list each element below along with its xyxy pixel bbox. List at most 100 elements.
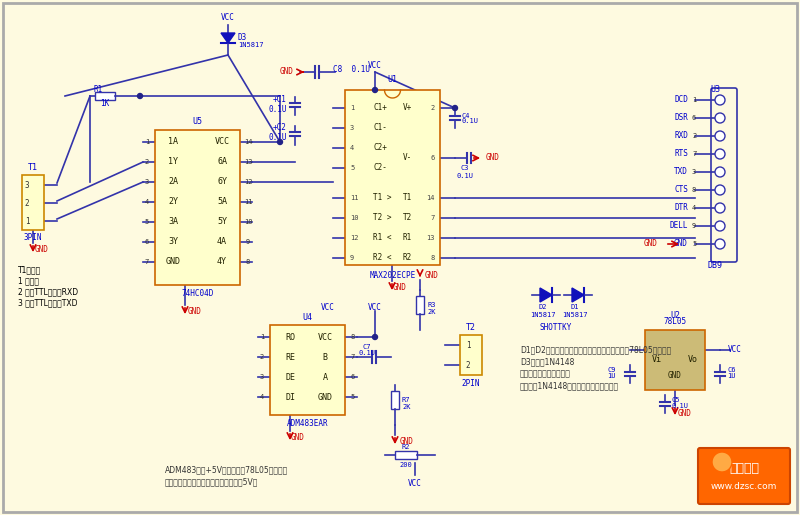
Circle shape (453, 106, 458, 111)
Text: T1: T1 (28, 163, 38, 171)
Polygon shape (221, 33, 235, 43)
Circle shape (715, 131, 725, 141)
Text: 2 连接TTL电平的RXD: 2 连接TTL电平的RXD (18, 287, 78, 296)
Text: 6: 6 (692, 115, 696, 121)
Text: 6: 6 (351, 374, 355, 380)
Circle shape (715, 239, 725, 249)
Text: VCC: VCC (221, 12, 235, 22)
Text: D1、D2最好用肖特基二极管，压降小，可以保证78L05的输出。: D1、D2最好用肖特基二极管，压降小，可以保证78L05的输出。 (520, 345, 671, 354)
Text: 5Y: 5Y (217, 217, 227, 227)
Text: GND: GND (678, 408, 692, 418)
Text: 1 连接地: 1 连接地 (18, 276, 39, 285)
Text: 12: 12 (350, 235, 358, 241)
Text: 2: 2 (692, 133, 696, 139)
Bar (416, 296, 424, 314)
Text: RO: RO (285, 333, 295, 341)
Text: 3: 3 (692, 169, 696, 175)
Text: DSR: DSR (674, 113, 688, 123)
Bar (395, 451, 417, 459)
Text: ADM483EAR: ADM483EAR (286, 419, 328, 427)
FancyBboxPatch shape (345, 90, 440, 265)
Text: 2K: 2K (402, 404, 410, 410)
Text: 3: 3 (25, 180, 30, 190)
Text: 1: 1 (692, 97, 696, 103)
Text: 1N5817: 1N5817 (238, 42, 263, 48)
Bar (95, 92, 115, 100)
Text: VCC: VCC (728, 346, 742, 354)
Circle shape (373, 335, 378, 339)
Text: T2: T2 (466, 322, 476, 332)
Text: 6Y: 6Y (217, 178, 227, 186)
FancyBboxPatch shape (22, 175, 44, 230)
Text: 74HC04D: 74HC04D (182, 288, 214, 298)
Text: 1N5817: 1N5817 (530, 312, 556, 318)
Text: GND: GND (318, 392, 333, 402)
Text: 3Y: 3Y (168, 237, 178, 247)
Text: 9: 9 (350, 255, 354, 261)
Circle shape (715, 221, 725, 231)
Text: U5: U5 (193, 117, 202, 127)
Text: 11: 11 (244, 199, 252, 205)
Text: C2+: C2+ (373, 144, 387, 152)
Text: 4: 4 (145, 199, 149, 205)
FancyBboxPatch shape (698, 448, 790, 504)
Text: 5: 5 (145, 219, 149, 225)
Text: U4: U4 (302, 313, 313, 321)
Text: R7: R7 (402, 397, 410, 403)
Text: 3 连接TTL电平的TXD: 3 连接TTL电平的TXD (18, 298, 78, 307)
Text: T1接口：: T1接口： (18, 265, 42, 274)
Text: R1 <: R1 < (373, 233, 391, 243)
Text: 3: 3 (260, 374, 264, 380)
Text: R2 <: R2 < (373, 253, 391, 263)
Text: U3: U3 (710, 85, 720, 94)
Text: 0.1U: 0.1U (269, 105, 287, 113)
Text: 10: 10 (244, 219, 252, 225)
Polygon shape (540, 288, 552, 302)
Text: C8  0.1U: C8 0.1U (333, 65, 370, 75)
Text: 3: 3 (145, 179, 149, 185)
Text: GND: GND (35, 246, 49, 254)
Text: Vo: Vo (688, 355, 698, 365)
Text: 5: 5 (350, 165, 354, 171)
Circle shape (715, 185, 725, 195)
Text: DELL: DELL (670, 221, 688, 231)
FancyBboxPatch shape (460, 335, 482, 375)
Text: 4: 4 (260, 394, 264, 400)
Text: 维库一下: 维库一下 (729, 462, 759, 475)
Text: RE: RE (285, 352, 295, 362)
Text: D1: D1 (570, 304, 579, 310)
Text: 11: 11 (350, 195, 358, 201)
Text: 13: 13 (244, 159, 252, 165)
Text: 14: 14 (426, 195, 435, 201)
Text: 3A: 3A (168, 217, 178, 227)
Text: 8: 8 (692, 187, 696, 193)
Text: A: A (322, 372, 327, 382)
Text: C9
1U: C9 1U (607, 367, 616, 380)
Text: T2: T2 (402, 214, 412, 222)
Text: C2-: C2- (373, 163, 387, 173)
Text: 5: 5 (692, 241, 696, 247)
Text: SHOTTKY: SHOTTKY (540, 322, 572, 332)
Text: 7: 7 (692, 151, 696, 157)
Text: DTR: DTR (674, 203, 688, 213)
Text: U1: U1 (387, 76, 398, 84)
Text: R3: R3 (427, 302, 435, 308)
Text: 4Y: 4Y (217, 258, 227, 266)
Text: R2: R2 (402, 253, 412, 263)
Circle shape (715, 203, 725, 213)
Text: 6: 6 (145, 239, 149, 245)
Text: 13: 13 (426, 235, 435, 241)
Text: 1: 1 (145, 139, 149, 145)
Text: 1A: 1A (168, 138, 178, 146)
Circle shape (712, 452, 732, 472)
Text: C7: C7 (362, 344, 371, 350)
Text: 9: 9 (246, 239, 250, 245)
Text: 7: 7 (430, 215, 435, 221)
Text: 10: 10 (350, 215, 358, 221)
Text: 7: 7 (145, 259, 149, 265)
Text: R2: R2 (402, 444, 410, 450)
Text: VCC: VCC (214, 138, 230, 146)
Polygon shape (572, 288, 584, 302)
Text: C6
1U: C6 1U (727, 367, 735, 380)
Text: 1: 1 (25, 216, 30, 226)
